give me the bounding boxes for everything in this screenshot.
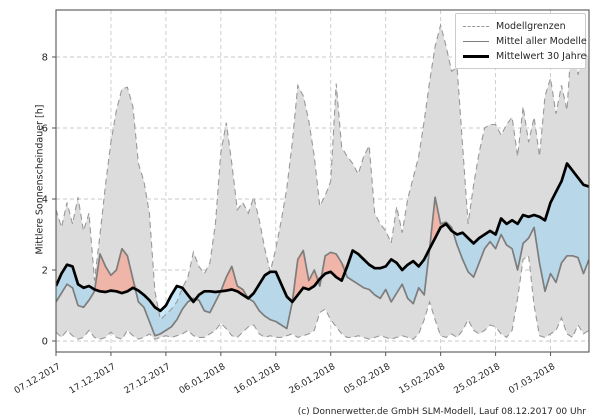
gray-line-icon xyxy=(463,41,489,42)
legend-label: Mittelwert 30 Jahre xyxy=(496,51,587,62)
x-tick-label: 25.02.2018 xyxy=(452,362,502,397)
x-tick-label: 07.12.2017 xyxy=(13,362,63,396)
legend-item-modellgrenzen: Modellgrenzen xyxy=(463,19,578,34)
model-range-lower-line xyxy=(56,254,589,340)
x-tick-label: 07.03.2018 xyxy=(507,362,557,397)
x-tick-label: 06.01.2018 xyxy=(178,362,228,397)
y-tick-label: 4 xyxy=(42,195,48,206)
data-layer xyxy=(56,22,589,340)
climate-mean-line xyxy=(56,162,589,313)
y-tick-label: 6 xyxy=(42,124,48,135)
dashed-line-icon xyxy=(463,26,489,27)
legend-item-mittel-aller-modelle: Mittel aller Modelle xyxy=(463,34,587,49)
y-tick-label: 8 xyxy=(42,53,48,64)
x-tick-label: 17.12.2017 xyxy=(68,362,118,396)
below-normal-fill xyxy=(56,163,589,336)
y-axis-label: Mittlere Sonnenscheindauer [h] xyxy=(34,104,46,255)
axis-frame xyxy=(55,9,590,353)
legend-label: Mittel aller Modelle xyxy=(496,36,587,47)
x-tick-label: 16.01.2018 xyxy=(233,362,283,397)
legend: Modellgrenzen Mittel aller Modelle Mitte… xyxy=(455,13,587,69)
legend-label: Modellgrenzen xyxy=(496,21,566,32)
black-line-icon xyxy=(463,55,489,58)
x-tick-label: 05.02.2018 xyxy=(343,362,393,397)
y-tick-label: 2 xyxy=(42,266,48,277)
copyright-caption: (c) Donnerwetter.de GmbH SLM-Modell, Lau… xyxy=(297,407,586,417)
legend-item-mittelwert-30-jahre: Mittelwert 30 Jahre xyxy=(463,49,586,64)
model-range-upper-line xyxy=(56,22,589,321)
x-tick-label: 26.01.2018 xyxy=(288,362,338,397)
x-tick-label: 27.12.2017 xyxy=(123,362,173,396)
x-tick-label: 15.02.2018 xyxy=(398,362,448,397)
model-mean-line xyxy=(56,196,589,337)
y-tick-label: 0 xyxy=(42,337,48,348)
model-range-band xyxy=(56,25,589,340)
